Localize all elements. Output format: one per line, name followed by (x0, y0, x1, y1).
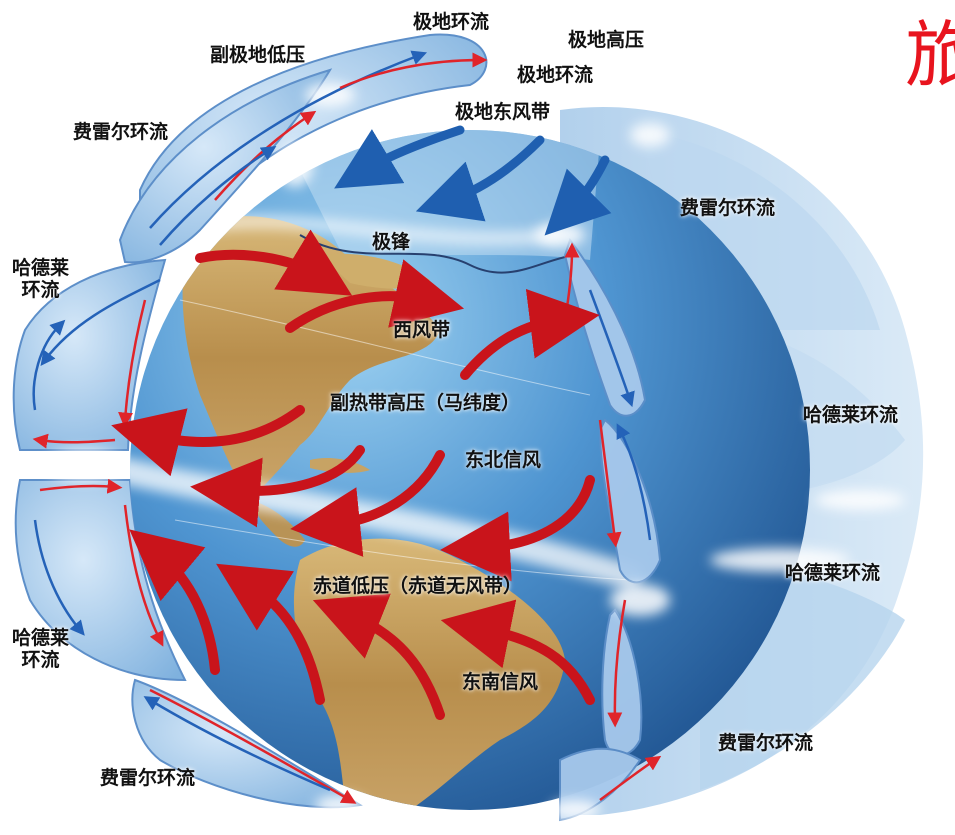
left-circulation-cells (12, 33, 488, 809)
cloud-tufts (45, 83, 905, 820)
polar-easterly-arrows (334, 125, 612, 236)
label-equatorial-low: 赤道低压（赤道无风带） (313, 575, 523, 597)
label-subpolar-low: 副极地低压 (210, 44, 306, 66)
corner-red-character: 旅 (905, 13, 955, 97)
label-se-trades: 东南信风 (462, 671, 539, 693)
label-polar-high: 极地高压 (568, 29, 645, 51)
label-polar-cell-top: 极地环流 (413, 11, 490, 33)
label-ferrel-cell-nw: 费雷尔环流 (73, 121, 169, 143)
label-polar-front: 极锋 (372, 231, 411, 253)
label-hadley-cell-e-north: 哈德莱环流 (803, 404, 899, 426)
label-polar-easterlies: 极地东风带 (455, 101, 551, 123)
label-hadley-cell-w-north: 哈德莱 环流 (12, 257, 70, 301)
label-ferrel-cell-se: 费雷尔环流 (718, 732, 814, 754)
label-westerlies: 西风带 (393, 319, 451, 341)
surface-wind-arrows (111, 229, 600, 720)
left-cell-flow-arrows (32, 50, 488, 804)
label-hadley-cell-w-south: 哈德莱 环流 (12, 627, 70, 671)
label-subtropical-high: 副热带高压（马纬度） (330, 392, 521, 414)
label-hadley-cell-e-south: 哈德莱环流 (785, 562, 881, 584)
label-ferrel-cell-sw: 费雷尔环流 (100, 767, 196, 789)
label-ferrel-cell-ne: 费雷尔环流 (680, 197, 776, 219)
label-ne-trades: 东北信风 (465, 449, 542, 471)
label-polar-cell: 极地环流 (517, 64, 594, 86)
